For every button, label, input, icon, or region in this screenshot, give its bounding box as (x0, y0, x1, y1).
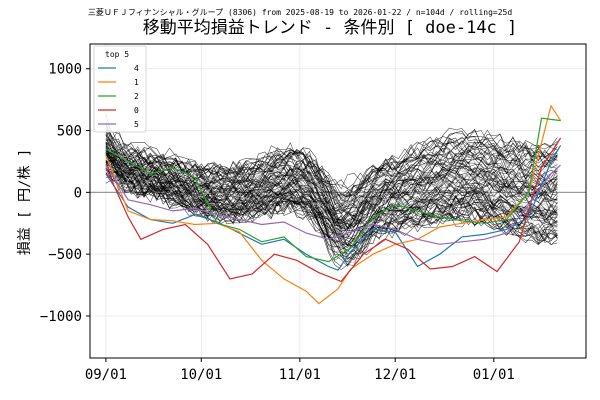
background-series-line (105, 169, 558, 241)
background-series-line (105, 138, 558, 208)
background-series-line (105, 179, 558, 236)
series-line-5 (105, 164, 562, 245)
axis-ticks: −1000 −500 0 500 1000 09/01 10/01 11/01 12/01 01/… (40, 62, 515, 383)
background-series-line (105, 175, 558, 233)
background-series-line (105, 147, 558, 207)
background-series-line (105, 149, 558, 248)
background-series-line (105, 156, 558, 215)
legend-label-4: 4 (134, 64, 139, 73)
background-series-line (105, 139, 558, 228)
x-tick-label: 10/01 (180, 367, 222, 383)
x-tick-label: 11/01 (279, 367, 321, 383)
background-series-line (105, 144, 558, 212)
background-series-line (105, 166, 558, 246)
background-series-line (105, 130, 558, 214)
legend-label-1: 1 (134, 78, 139, 87)
background-series-line (105, 113, 558, 210)
chart-title: 移動平均損益トレンド - 条件別 [ doe-14c ] (143, 18, 518, 38)
legend-title: top 5 (105, 50, 129, 59)
background-series-line (105, 144, 558, 267)
y-tick-label: 0 (74, 185, 82, 201)
x-tick-label: 01/01 (473, 367, 515, 383)
x-tick-label: 09/01 (85, 367, 127, 383)
series-line-0 (105, 137, 562, 283)
background-series-line (105, 155, 558, 246)
background-series-line (105, 143, 558, 266)
chart-supertitle: 三菱ＵＦＪフィナンシャル・グループ (8306) from 2025-08-19… (88, 7, 513, 17)
background-series-line (105, 145, 558, 227)
x-tick-label: 12/01 (374, 367, 416, 383)
background-series-line (105, 135, 558, 189)
y-axis-label: 損益 [ 円/株 ] (17, 149, 33, 256)
background-series-line (105, 167, 558, 239)
plot-frame (89, 43, 587, 359)
background-series-line (105, 150, 558, 209)
y-tick-label: 1000 (48, 62, 82, 78)
background-series-line (105, 161, 558, 254)
background-series-line (105, 165, 558, 209)
y-tick-label: −500 (48, 247, 82, 263)
legend-label-5: 5 (134, 120, 139, 129)
background-series-line (105, 136, 558, 203)
legend-label-2: 2 (134, 92, 139, 101)
background-series-line (105, 131, 558, 209)
y-tick-label: −1000 (40, 309, 82, 325)
background-series-line (105, 164, 558, 225)
highlight-series (105, 104, 562, 305)
legend-label-0: 0 (134, 106, 139, 115)
series-line-2 (105, 117, 561, 263)
legend-entries: 4 1 2 0 5 (98, 64, 139, 129)
background-series-line (105, 145, 558, 193)
series-line-4 (105, 145, 562, 271)
background-series (105, 113, 558, 271)
series-line-1 (105, 104, 562, 305)
y-tick-label: 500 (57, 124, 82, 140)
background-series-line (105, 150, 558, 247)
legend: top 5 4 1 2 0 5 (93, 45, 147, 133)
